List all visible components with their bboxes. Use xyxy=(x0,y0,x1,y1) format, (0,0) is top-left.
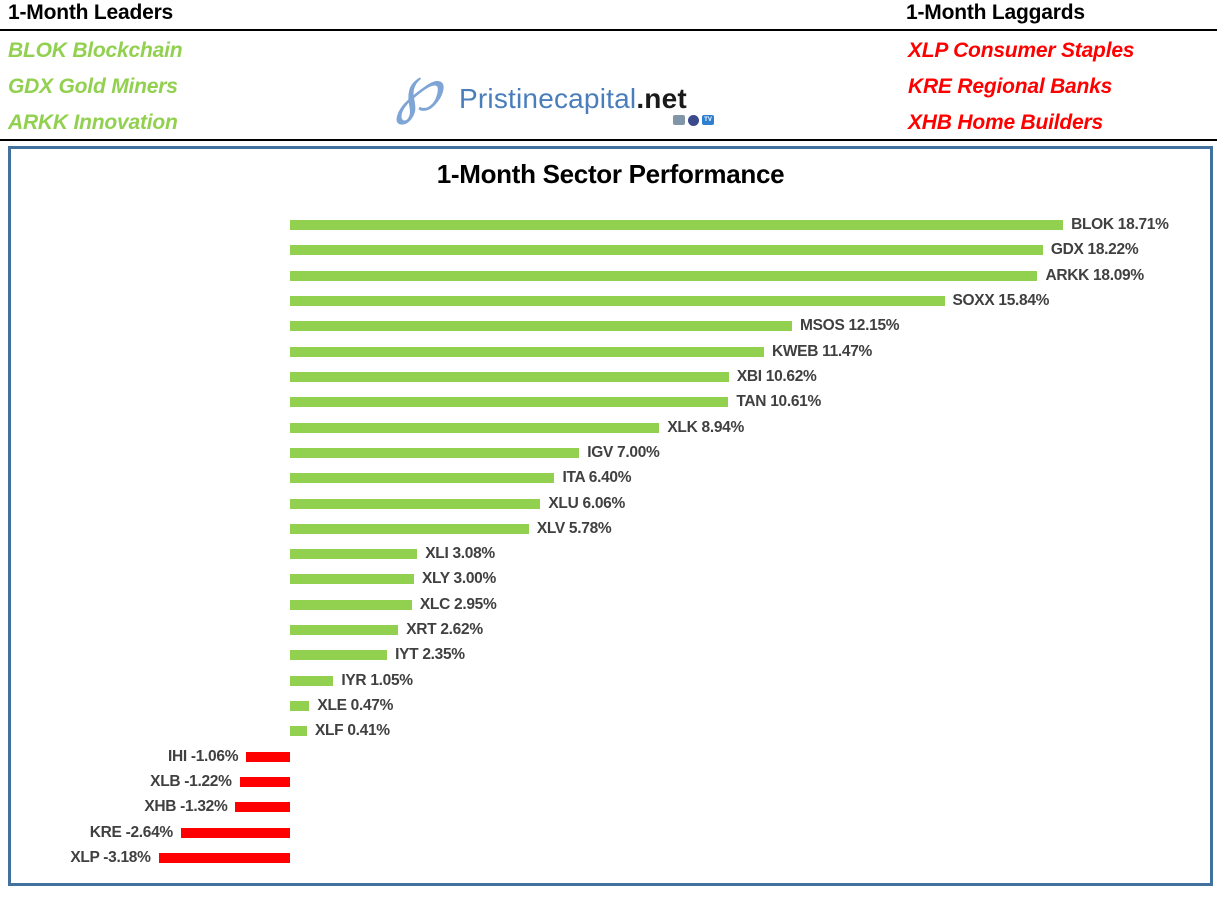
leader-item: BLOK Blockchain xyxy=(8,39,183,62)
bar-label-xlc: XLC 2.95% xyxy=(419,595,497,613)
leader-item: GDX Gold Miners xyxy=(8,75,178,98)
logo-social-icons: TV xyxy=(673,115,714,126)
bar-ita xyxy=(290,473,555,484)
bar-label-xhb: XHB -1.32% xyxy=(144,798,228,816)
laggard-item: KRE Regional Banks xyxy=(908,75,1113,98)
bar-kweb xyxy=(290,346,764,357)
bar-label-xbi: XBI 10.62% xyxy=(736,367,817,385)
bar-label-xrt: XRT 2.62% xyxy=(406,621,483,639)
bar-xhb xyxy=(235,802,290,813)
bar-blok xyxy=(290,220,1064,230)
logo-brand-text: Pristinecapital xyxy=(459,83,637,114)
bar-label-iyr: IYR 1.05% xyxy=(341,671,413,689)
bar-label-tan: TAN 10.61% xyxy=(736,393,821,411)
bar-xle xyxy=(290,701,310,712)
header-divider-top xyxy=(0,29,1217,31)
chart-title: 1-Month Sector Performance xyxy=(436,159,785,189)
bar-label-xli: XLI 3.08% xyxy=(425,545,495,563)
laggards-list: XLP Consumer Staples KRE Regional Banks … xyxy=(908,33,1217,141)
bar-label-msos: MSOS 12.15% xyxy=(800,317,900,335)
bar-label-xlv: XLV 5.78% xyxy=(536,519,612,537)
bar-tan xyxy=(290,397,729,408)
pristinecapital-logo: ℘ Pristinecapital.net TV xyxy=(393,49,738,140)
bar-xlk xyxy=(290,422,660,433)
bar-xlb xyxy=(239,777,290,788)
bar-kre xyxy=(180,827,290,838)
bar-msos xyxy=(290,321,793,332)
bar-label-arkk: ARKK 18.09% xyxy=(1045,266,1144,284)
bar-xlp xyxy=(158,853,290,863)
leaders-list: BLOK Blockchain GDX Gold Miners ARKK Inn… xyxy=(8,33,408,141)
bar-xrt xyxy=(290,625,399,636)
bar-label-ihi: IHI -1.06% xyxy=(167,747,239,765)
bar-ihi xyxy=(246,751,290,762)
bar-xli xyxy=(290,549,418,560)
bar-label-xlb: XLB -1.22% xyxy=(150,773,232,791)
leader-item: ARKK Innovation xyxy=(8,111,178,134)
bar-label-iyt: IYT 2.35% xyxy=(395,646,465,664)
bar-xlc xyxy=(290,599,412,610)
bar-label-xlf: XLF 0.41% xyxy=(314,722,390,740)
bar-label-ita: ITA 6.40% xyxy=(562,469,632,487)
laggard-item: XHB Home Builders xyxy=(908,111,1103,134)
bar-label-xly: XLY 3.00% xyxy=(421,570,496,588)
bar-iyt xyxy=(290,650,388,661)
sector-performance-chart: 1-Month Sector Performance BLOK 18.71% GD… xyxy=(8,146,1213,886)
bar-label-gdx: GDX 18.22% xyxy=(1050,241,1139,259)
logo-wordmark: Pristinecapital.net xyxy=(459,82,687,116)
laggard-item: XLP Consumer Staples xyxy=(908,39,1135,62)
bar-label-xlk: XLK 8.94% xyxy=(667,418,744,436)
bar-label-igv: IGV 7.00% xyxy=(587,443,660,461)
laggards-title: 1-Month Laggards xyxy=(906,1,1085,24)
header-divider-bottom xyxy=(0,139,1217,141)
script-p-monogram-icon: ℘ xyxy=(395,49,442,126)
bar-xlu xyxy=(290,498,541,509)
leaders-title: 1-Month Leaders xyxy=(8,1,174,24)
monitor-icon xyxy=(673,115,685,125)
bar-plot: BLOK 18.71% GDX 18.22% ARKK 18.09% SOXX 15.… xyxy=(11,149,1210,883)
tv-icon: TV xyxy=(702,115,714,125)
bar-xly xyxy=(290,574,414,585)
bar-label-xlu: XLU 6.06% xyxy=(548,494,625,512)
bar-xbi xyxy=(290,371,729,382)
bar-xlf xyxy=(290,726,307,737)
bar-label-xle: XLE 0.47% xyxy=(317,697,394,715)
logo-tld-text: .net xyxy=(636,83,687,114)
bar-label-blok: BLOK 18.71% xyxy=(1071,216,1169,233)
bar-soxx xyxy=(290,295,945,306)
bar-gdx xyxy=(290,245,1043,256)
bar-igv xyxy=(290,447,580,458)
discord-icon xyxy=(688,115,699,126)
bar-label-kweb: KWEB 11.47% xyxy=(771,342,873,360)
bar-label-soxx: SOXX 15.84% xyxy=(952,291,1050,309)
bar-label-xlp: XLP -3.18% xyxy=(70,849,151,866)
bar-xlv xyxy=(290,523,529,534)
bar-label-kre: KRE -2.64% xyxy=(89,823,173,841)
bar-iyr xyxy=(290,675,334,686)
bar-arkk xyxy=(290,270,1038,281)
